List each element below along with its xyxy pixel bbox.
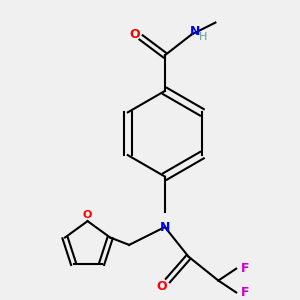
Text: O: O — [83, 210, 92, 220]
Text: O: O — [157, 280, 167, 293]
Text: O: O — [130, 28, 140, 41]
Text: N: N — [160, 220, 170, 234]
Text: F: F — [241, 262, 249, 275]
Text: F: F — [241, 286, 249, 299]
Text: N: N — [189, 25, 200, 38]
Text: H: H — [199, 32, 208, 42]
